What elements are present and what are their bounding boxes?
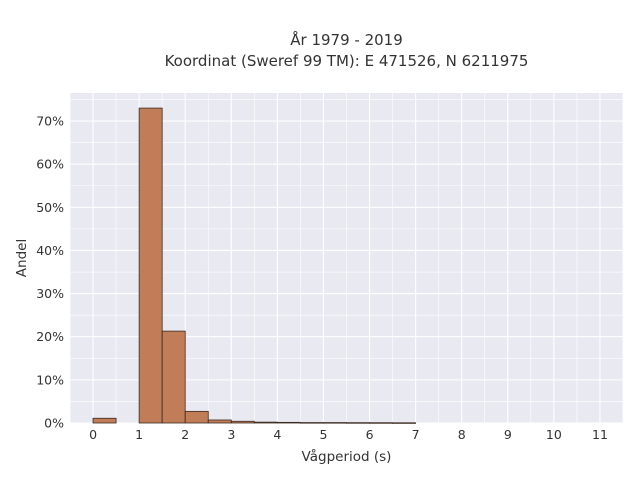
histogram-bar <box>138 107 163 424</box>
y-tick-label: 50% <box>36 200 64 215</box>
x-tick-label: 2 <box>181 427 189 442</box>
x-tick-label: 10 <box>546 427 562 442</box>
x-axis-label: Vågperiod (s) <box>302 448 392 465</box>
histogram-bar <box>369 422 393 424</box>
x-tick-label: 1 <box>135 427 143 442</box>
histogram-bar <box>161 330 186 424</box>
histogram-bar <box>230 420 255 424</box>
y-tick-label: 60% <box>36 157 64 172</box>
bars <box>92 107 417 424</box>
chart-title-line2: Koordinat (Sweref 99 TM): E 471526, N 62… <box>165 52 529 70</box>
x-tick-label: 4 <box>273 427 281 442</box>
y-tick-label: 0% <box>44 416 64 431</box>
y-tick-label: 40% <box>36 243 64 258</box>
x-tick-label: 5 <box>319 427 327 442</box>
histogram-bar <box>184 410 209 424</box>
histogram-bar <box>323 422 347 424</box>
x-tick-label: 9 <box>504 427 512 442</box>
histogram-bar <box>346 422 370 424</box>
y-tick-label: 70% <box>36 114 64 129</box>
histogram-bar <box>276 421 301 424</box>
x-tick-label: 6 <box>366 427 374 442</box>
y-tick-label: 30% <box>36 286 64 301</box>
histogram-bar <box>392 422 417 424</box>
y-axis-label: Andel <box>14 239 30 277</box>
histogram-bar <box>253 421 278 424</box>
x-axis-ticks: 0 1 2 3 4 5 6 7 8 9 10 11 <box>89 427 608 442</box>
y-axis-ticks: 0% 10% 20% 30% 40% 50% 60% 70% <box>36 114 64 431</box>
x-tick-label: 0 <box>89 427 97 442</box>
grid-lines <box>69 93 624 424</box>
histogram-bar <box>300 422 324 424</box>
histogram-bar <box>207 419 232 424</box>
x-tick-label: 3 <box>227 427 235 442</box>
x-tick-label: 11 <box>592 427 608 442</box>
histogram-bar <box>92 417 117 424</box>
x-tick-label: 8 <box>458 427 466 442</box>
y-tick-label: 10% <box>36 372 64 387</box>
y-tick-label: 20% <box>36 329 64 344</box>
x-tick-label: 7 <box>412 427 420 442</box>
chart-title-line1: År 1979 - 2019 <box>290 30 403 49</box>
